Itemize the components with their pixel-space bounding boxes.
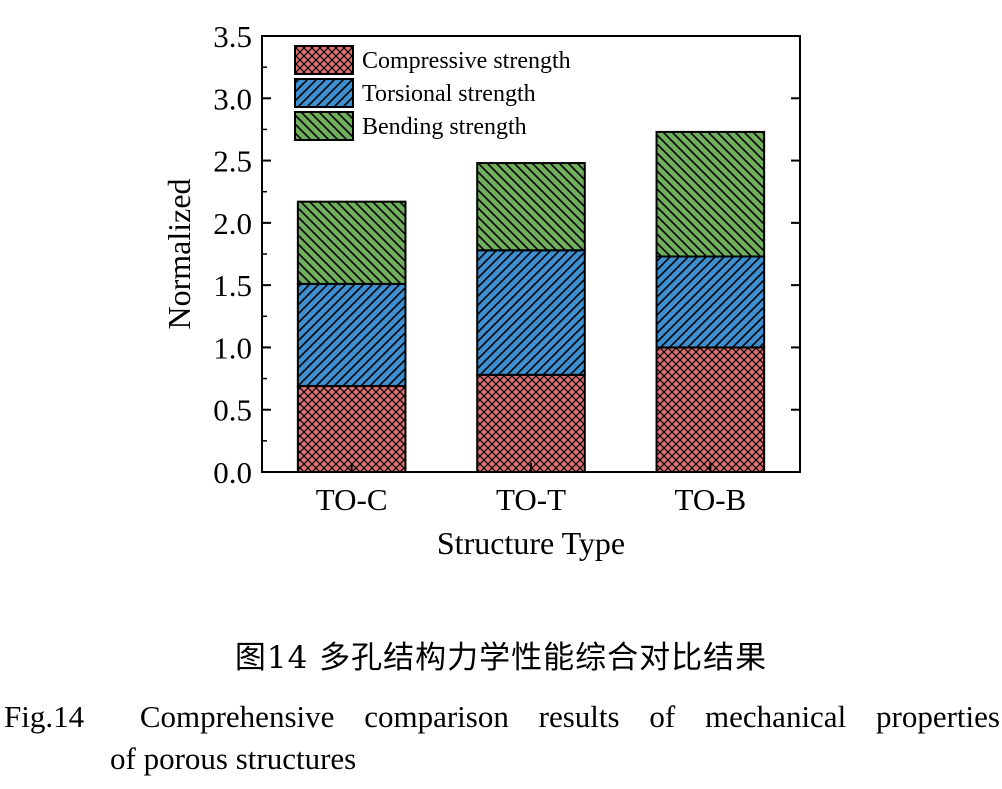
caption-figure-number: Fig.14 (4, 699, 85, 734)
caption-word: of (649, 699, 676, 734)
bar-segment (655, 346, 766, 473)
y-tick-label: 0.0 (213, 455, 252, 490)
legend: Compressive strength Torsional strength Be… (294, 45, 571, 141)
y-axis-label: Normalized (161, 178, 197, 329)
plot-area (296, 130, 766, 473)
x-tick-label: TO-C (316, 482, 388, 517)
y-tick-label: 1.5 (213, 268, 252, 303)
legend-swatch (294, 45, 354, 75)
y-tick-label: 0.5 (213, 393, 252, 428)
caption-word: properties (876, 699, 1000, 734)
y-tick-label: 2.5 (213, 144, 252, 179)
bar-segment (296, 282, 407, 388)
bar-segment (655, 255, 766, 349)
x-axis-label: Structure Type (437, 525, 625, 561)
bar-segment (296, 200, 407, 285)
legend-label: Compressive strength (362, 48, 571, 74)
stacked-bar-chart: Normalized Structure Type Compressive st… (161, 19, 801, 561)
caption-word: Comprehensive (139, 699, 335, 734)
bar-segment (476, 249, 586, 376)
bar-segment (296, 385, 407, 473)
legend-label: Torsional strength (362, 81, 536, 107)
bar-segment (655, 130, 766, 258)
x-tick-label: TO-B (674, 482, 746, 517)
caption-line-2: of porous structures (110, 741, 357, 776)
y-tick-label: 1.0 (213, 330, 252, 365)
legend-label: Bending strength (362, 114, 527, 140)
caption-word: comparison (364, 699, 509, 734)
x-tick-label: TO-T (496, 482, 566, 517)
caption-word: mechanical (705, 699, 847, 734)
y-tick-label: 2.0 (213, 206, 252, 241)
figure-caption-chinese: 图14 多孔结构力学性能综合对比结果 (234, 640, 768, 676)
y-tick-label: 3.0 (213, 81, 252, 116)
bar-segment (476, 162, 586, 252)
legend-swatch (294, 111, 354, 141)
caption-word: results (538, 699, 620, 734)
bar-segment (476, 373, 586, 473)
legend-swatch (294, 78, 354, 108)
figure-caption-english: Fig.14 Comprehensive comparison results … (4, 696, 1000, 780)
y-tick-label: 3.5 (213, 19, 252, 54)
